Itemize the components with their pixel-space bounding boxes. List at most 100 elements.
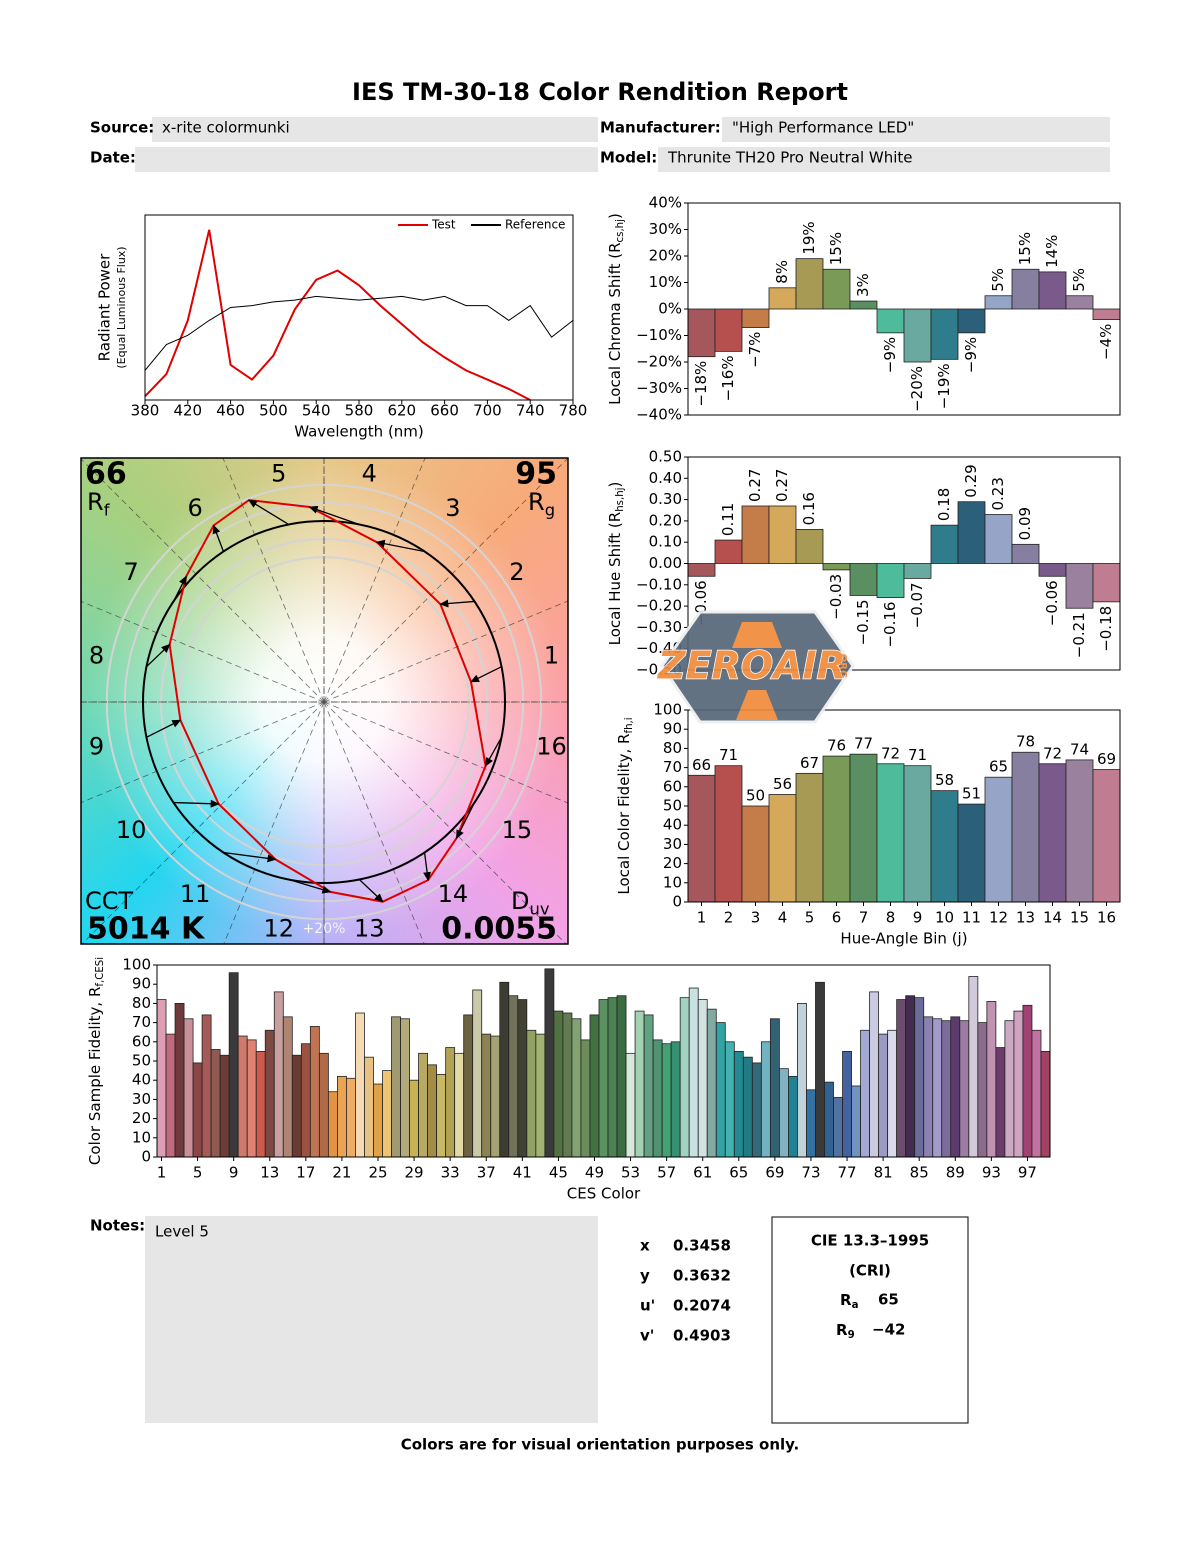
- bar: [995, 1047, 1006, 1158]
- bar: [714, 765, 743, 903]
- hue-bin-label: 1: [544, 642, 559, 670]
- y-tick-label: 0.00: [649, 554, 682, 572]
- bar: [553, 1010, 564, 1158]
- bar: [788, 1075, 798, 1158]
- bar: [741, 805, 770, 903]
- y-tick-label: 0%: [658, 300, 682, 318]
- x-tick-label: 11: [962, 909, 981, 927]
- bar: [930, 308, 959, 360]
- x-tick-label: 61: [693, 1164, 712, 1182]
- x-tick-label: 53: [621, 1164, 640, 1182]
- y-tick-label: 0: [141, 1148, 151, 1166]
- bar: [156, 999, 167, 1158]
- bar: [1031, 1029, 1042, 1158]
- shift-arrow: [470, 666, 502, 683]
- spectrum-line: [145, 295, 573, 371]
- x-tick-label: 5: [193, 1164, 203, 1182]
- value-label: 5%: [1070, 268, 1088, 292]
- bin-divider: [323, 600, 568, 703]
- value-label: 67: [800, 754, 819, 772]
- hue-bin-label: 11: [180, 880, 211, 908]
- bar: [795, 529, 824, 564]
- shift-arrow: [173, 799, 220, 808]
- x-tick-label: 460: [216, 402, 245, 420]
- cct-value: 5014 K: [87, 912, 206, 947]
- x-tick-label: 1: [157, 1164, 167, 1182]
- field-value: "High Performance LED": [732, 119, 914, 137]
- bar: [768, 505, 797, 564]
- y-tick-label: −20%: [636, 353, 682, 371]
- x-tick-label: 380: [131, 402, 160, 420]
- field-label: Date:: [90, 149, 136, 167]
- x-tick-label: 10: [935, 909, 954, 927]
- bar: [373, 1083, 383, 1158]
- value-label: 15%: [827, 232, 845, 265]
- y-tick-label: 0: [672, 893, 682, 911]
- y-tick-label: 10: [132, 1128, 151, 1146]
- value-label: 76: [827, 737, 846, 755]
- bar: [957, 501, 986, 564]
- watermark-suffix: ORG: [837, 654, 848, 678]
- x-axis-label: Hue-Angle Bin (j): [840, 930, 967, 948]
- shift-arrow: [146, 643, 171, 668]
- y-tick-label: 90: [663, 720, 682, 738]
- bar: [589, 1014, 600, 1158]
- value-label: 0.29: [962, 464, 980, 497]
- bar: [903, 308, 932, 363]
- y-tick-label: −40%: [636, 406, 682, 424]
- bar: [1011, 268, 1040, 310]
- cri-ra-label-part: a: [852, 1300, 859, 1311]
- bar: [228, 972, 239, 1158]
- chromaticity-value: 0.3632: [673, 1267, 731, 1285]
- value-label: −9%: [881, 337, 899, 373]
- reference-circle: [142, 520, 506, 884]
- rg-value: 95: [515, 457, 557, 492]
- value-label: −0.21: [1070, 612, 1088, 658]
- watermark-road: [736, 690, 778, 720]
- value-label: 77: [854, 735, 873, 753]
- value-label: 66: [692, 756, 711, 774]
- value-label: 0.27: [773, 469, 791, 502]
- legend-label: Test: [431, 218, 456, 232]
- bar: [409, 1079, 419, 1158]
- value-label: −0.06: [1043, 580, 1061, 626]
- y-axis-label-part: fh,i: [624, 717, 635, 733]
- bar: [517, 999, 528, 1158]
- y-tick-label: 40: [132, 1071, 151, 1089]
- x-tick-label: 14: [1043, 909, 1062, 927]
- bar: [318, 1052, 329, 1158]
- bar: [273, 991, 284, 1158]
- bar: [822, 563, 851, 571]
- vector-frame: [80, 457, 569, 945]
- y-tick-label: 20: [663, 854, 682, 872]
- bin-divider: [323, 701, 425, 944]
- x-tick-label: 7: [859, 909, 869, 927]
- x-tick-label: 780: [559, 402, 588, 420]
- cri-r9-label-part: 9: [848, 1330, 855, 1341]
- cri-r9-label: R9: [836, 1321, 855, 1341]
- shift-arrow: [358, 879, 384, 903]
- value-label: −16%: [719, 355, 737, 401]
- bar: [905, 995, 916, 1158]
- cri-title: CIE 13.3–1995: [811, 1232, 929, 1250]
- x-tick-label: 93: [982, 1164, 1001, 1182]
- y-tick-label: 0.50: [649, 448, 682, 466]
- bar: [1013, 1010, 1024, 1158]
- value-label: 0.09: [1016, 507, 1034, 540]
- cri-box: [771, 1216, 969, 1424]
- bar: [1092, 563, 1121, 603]
- cri-r9-label-part: R: [836, 1321, 848, 1339]
- bin-divider: [81, 701, 325, 804]
- y-tick-label: 0.40: [649, 469, 682, 487]
- x-tick-label: 4: [778, 909, 788, 927]
- y-tick-label: −0.20: [636, 597, 682, 615]
- plot-frame: [687, 456, 1121, 671]
- bar: [400, 1018, 410, 1158]
- value-label: 3%: [854, 273, 872, 297]
- x-tick-label: 9: [913, 909, 923, 927]
- hue-bin-label: 14: [438, 880, 469, 908]
- x-tick-label: 6: [832, 909, 842, 927]
- bar: [499, 981, 510, 1158]
- x-tick-label: 17: [296, 1164, 315, 1182]
- hue-bin-label: 9: [89, 732, 104, 760]
